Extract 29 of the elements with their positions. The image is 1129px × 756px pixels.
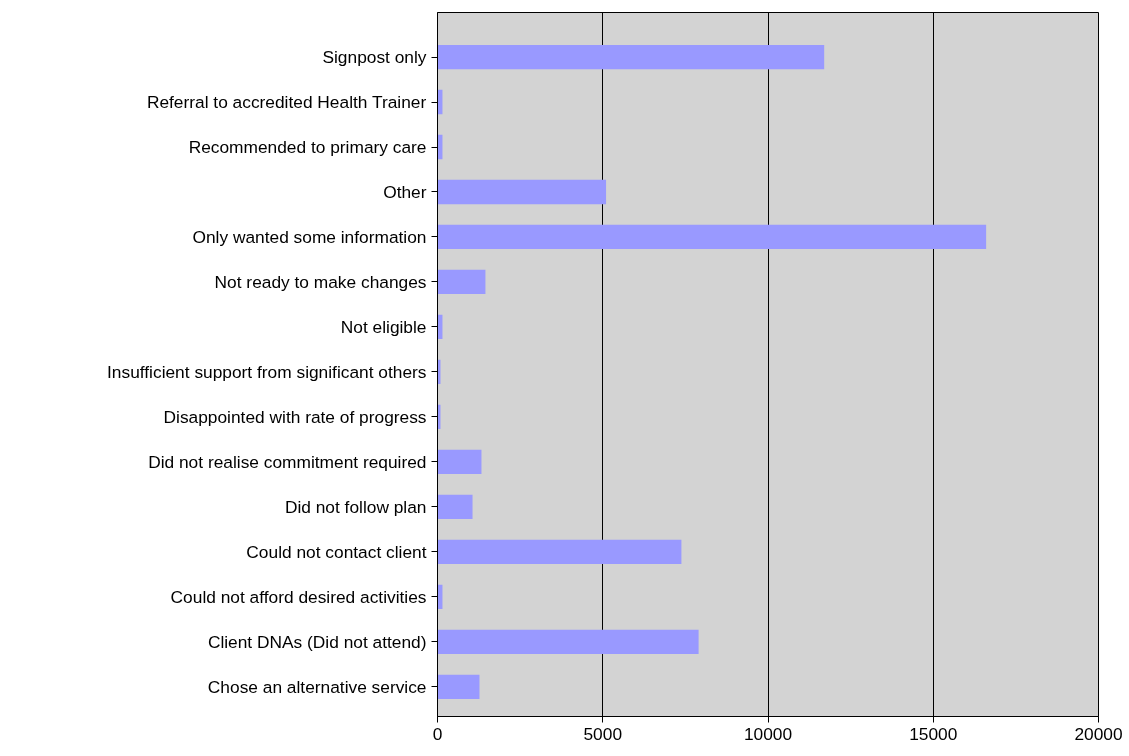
y-tick-label: Not ready to make changes [214, 271, 427, 292]
y-tick-label: Recommended to primary care [188, 137, 427, 157]
y-tick-label: Not eligible [340, 316, 427, 337]
bar [437, 449, 482, 475]
bar [437, 674, 480, 699]
y-tick-label: Could not afford desired activities [170, 586, 427, 607]
bar [437, 494, 473, 520]
y-tick-label: Signpost only [322, 47, 427, 68]
bar [437, 269, 486, 295]
x-tick-label: 0 [432, 723, 443, 744]
y-tick-label: Chose an alternative service [207, 676, 427, 697]
y-tick-label: Client DNAs (Did not attend) [207, 631, 427, 652]
y-tick-label: Could not contact client [246, 541, 427, 562]
x-tick-label: 15000 [909, 723, 958, 744]
bar [437, 179, 607, 205]
y-tick-label: Referral to accredited Health Trainer [146, 92, 427, 113]
bar [437, 539, 682, 564]
y-tick-label: Did not realise commitment required [148, 451, 427, 472]
bar [437, 629, 699, 654]
y-tick-label: Other [383, 181, 427, 202]
x-tick-label: 10000 [743, 723, 793, 744]
x-tick-label: 5000 [583, 723, 623, 744]
bar [437, 224, 987, 250]
bar [437, 44, 825, 70]
x-tick-label: 20000 [1074, 723, 1123, 744]
y-tick-label: Disappointed with rate of progress [163, 406, 427, 427]
y-tick-label: Did not follow plan [284, 496, 427, 517]
y-tick-label: Only wanted some information [192, 226, 427, 247]
y-tick-label: Insufficient support from significant others [107, 361, 427, 382]
